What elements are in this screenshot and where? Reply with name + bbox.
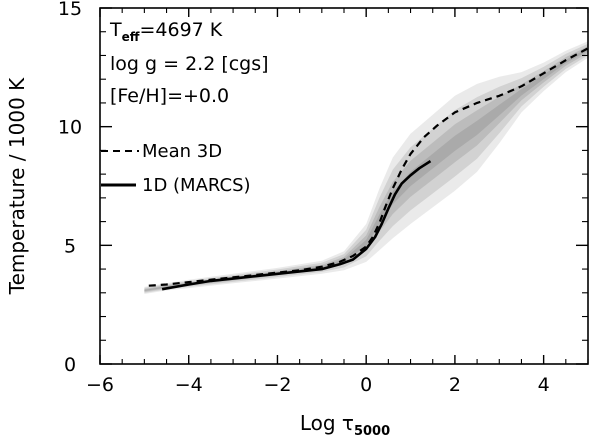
series-line-1d-marcs [161, 160, 432, 291]
density-band-layer-3 [144, 46, 588, 292]
x-tick-label: −6 [86, 374, 114, 396]
teff-annotation: Teff=4697 K [109, 19, 223, 44]
density-band-layer-4 [144, 48, 588, 292]
y-tick-label: 5 [64, 235, 76, 257]
series-layer [148, 47, 588, 291]
legend-label-mean-3d: Mean 3D [142, 141, 222, 162]
density-band-layer-1 [144, 41, 588, 295]
feh-annotation: [Fe/H]=+0.0 [110, 85, 229, 107]
density-band-layer-2 [144, 43, 588, 293]
x-axis-label: Log τ5000 [300, 411, 390, 437]
logg-annotation: log g = 2.2 [cgs] [110, 53, 269, 75]
y-tick-label: 0 [64, 354, 76, 376]
legend-label-1d-marcs: 1D (MARCS) [142, 175, 251, 196]
y-axis-label: Temperature / 1000 K [5, 77, 29, 295]
x-tick-label: −2 [263, 374, 291, 396]
3d-density-distribution [144, 41, 588, 295]
x-tick-label: 4 [538, 374, 550, 396]
legend: Mean 3D 1D (MARCS) [101, 141, 251, 196]
y-tick-label: 10 [58, 117, 82, 139]
x-tick-label: −4 [175, 374, 203, 396]
x-tick-label: 0 [360, 374, 372, 396]
x-tick-label: 2 [449, 374, 461, 396]
axis-ticks: −6 −4 −2 0 2 4 0 5 10 15 [58, 0, 589, 396]
y-tick-label: 15 [58, 0, 82, 20]
